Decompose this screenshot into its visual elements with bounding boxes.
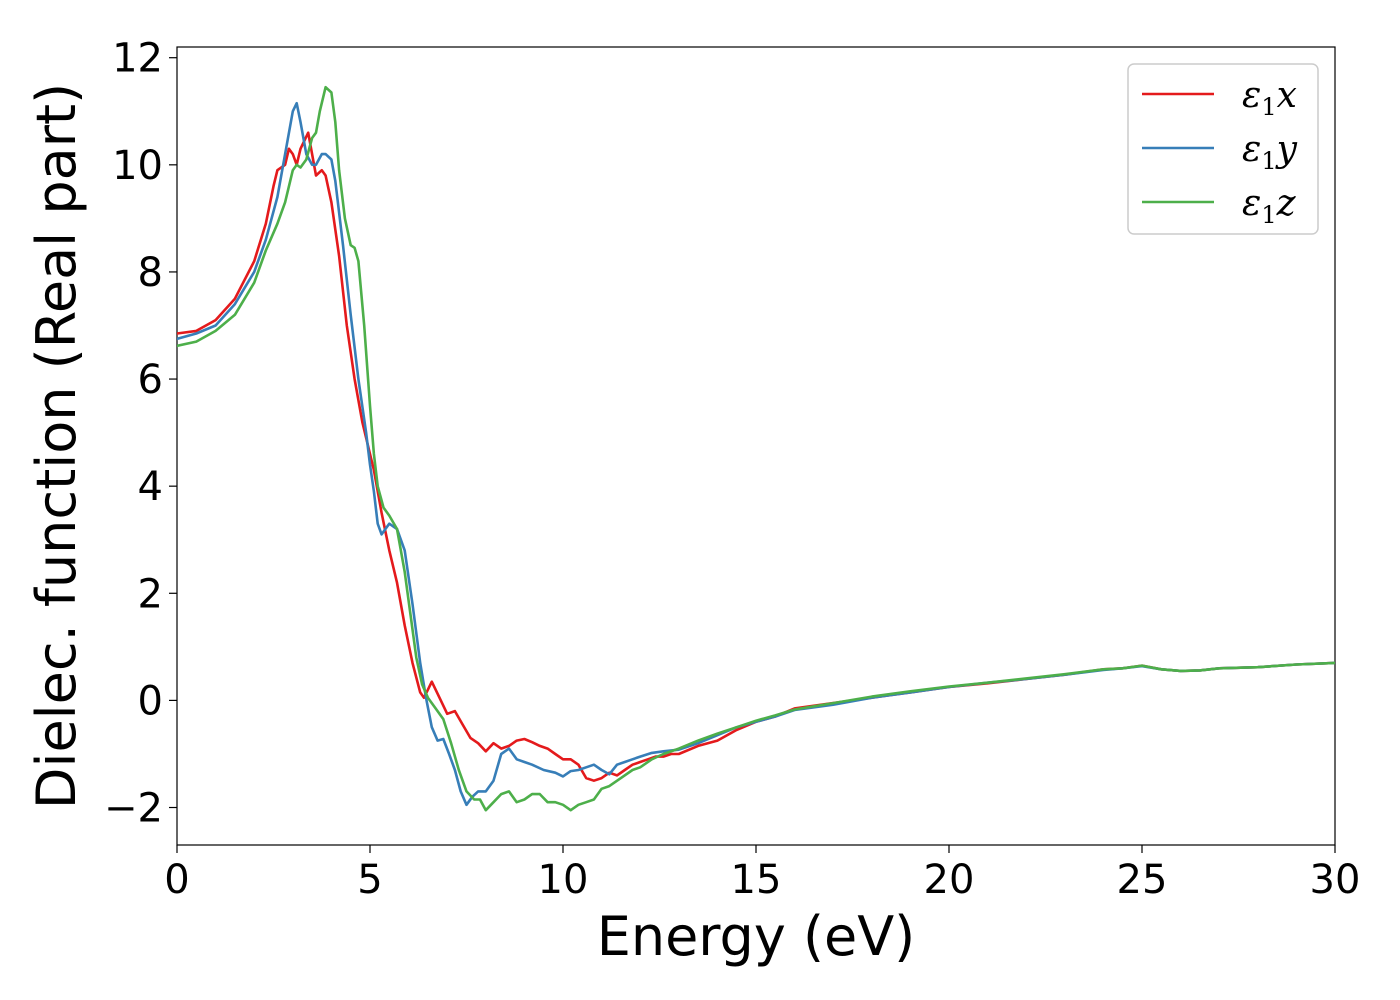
legend-label-x: ε1x	[1242, 75, 1297, 121]
y-tick-label: 4	[138, 464, 163, 510]
x-tick-label: 10	[538, 857, 589, 903]
y-axis-ticks: −2 0 2 4 6 8 10 12	[104, 36, 177, 832]
x-axis-label: Energy (eV)	[597, 905, 916, 968]
y-tick-label: 10	[112, 143, 163, 189]
x-tick-label: 25	[1117, 857, 1168, 903]
legend-label-y: ε1y	[1242, 129, 1298, 175]
legend-box	[1127, 63, 1319, 235]
y-axis-label: Dielec. function (Real part)	[25, 83, 88, 809]
series-layer	[177, 85, 1335, 812]
y-tick-label: 2	[138, 571, 163, 617]
x-axis-ticks: 0 5 10 15 20 25 30	[164, 845, 1360, 903]
x-tick-label: 30	[1310, 857, 1361, 903]
legend: ε1x ε1y ε1z	[1127, 63, 1319, 235]
legend-label-z: ε1z	[1242, 183, 1297, 229]
x-tick-label: 15	[731, 857, 782, 903]
y-tick-label: 8	[138, 250, 163, 296]
y-tick-label: −2	[104, 786, 163, 832]
y-tick-label: 6	[138, 357, 163, 403]
series-line-z	[177, 85, 1335, 812]
x-tick-label: 5	[357, 857, 382, 903]
x-tick-label: 20	[924, 857, 975, 903]
y-tick-label: 12	[112, 36, 163, 82]
y-tick-label: 0	[138, 678, 163, 724]
x-tick-label: 0	[164, 857, 189, 903]
